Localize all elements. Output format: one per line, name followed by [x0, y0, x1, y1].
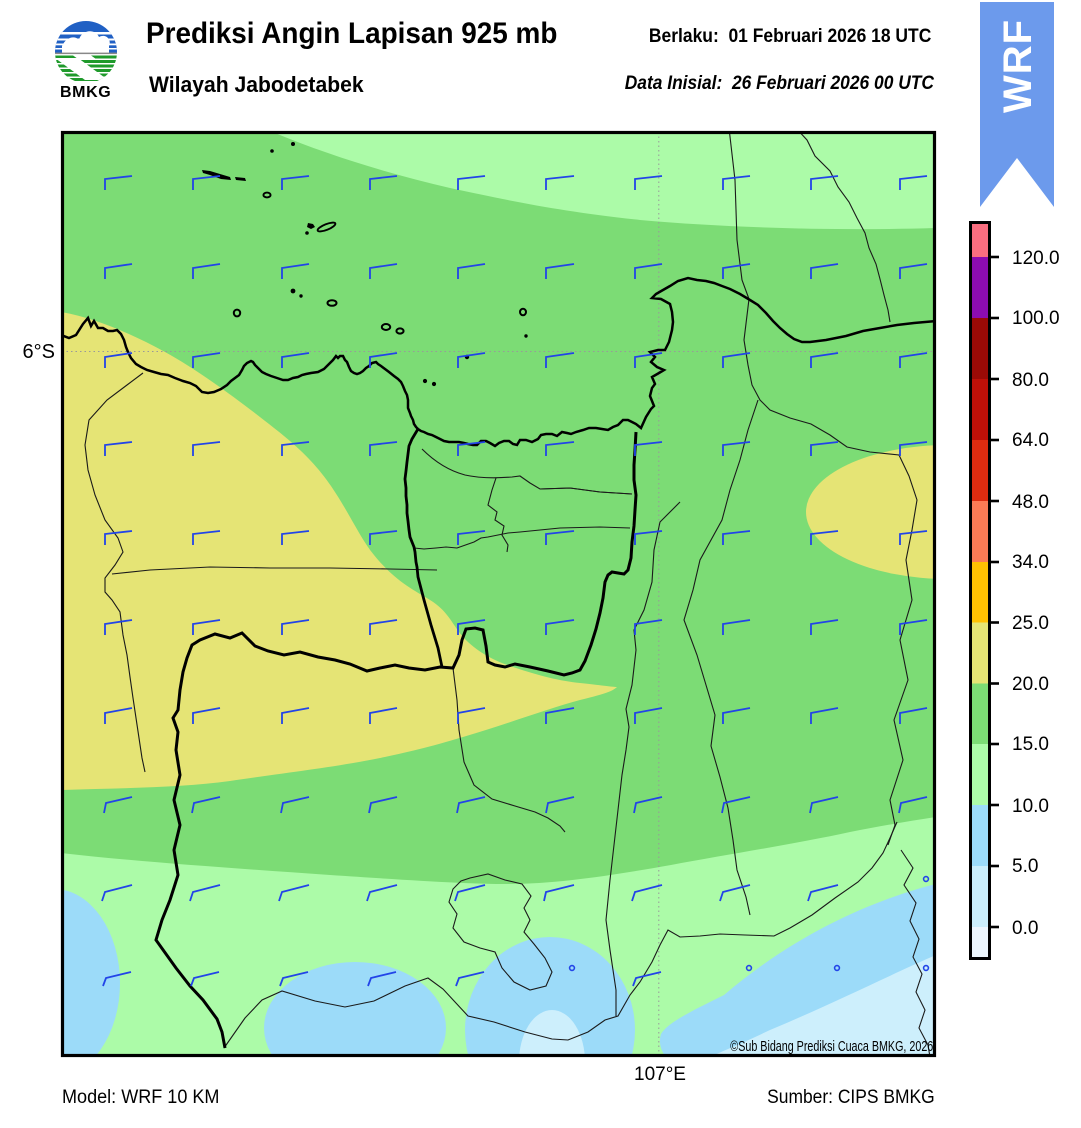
- svg-text:WRF: WRF: [996, 19, 1040, 113]
